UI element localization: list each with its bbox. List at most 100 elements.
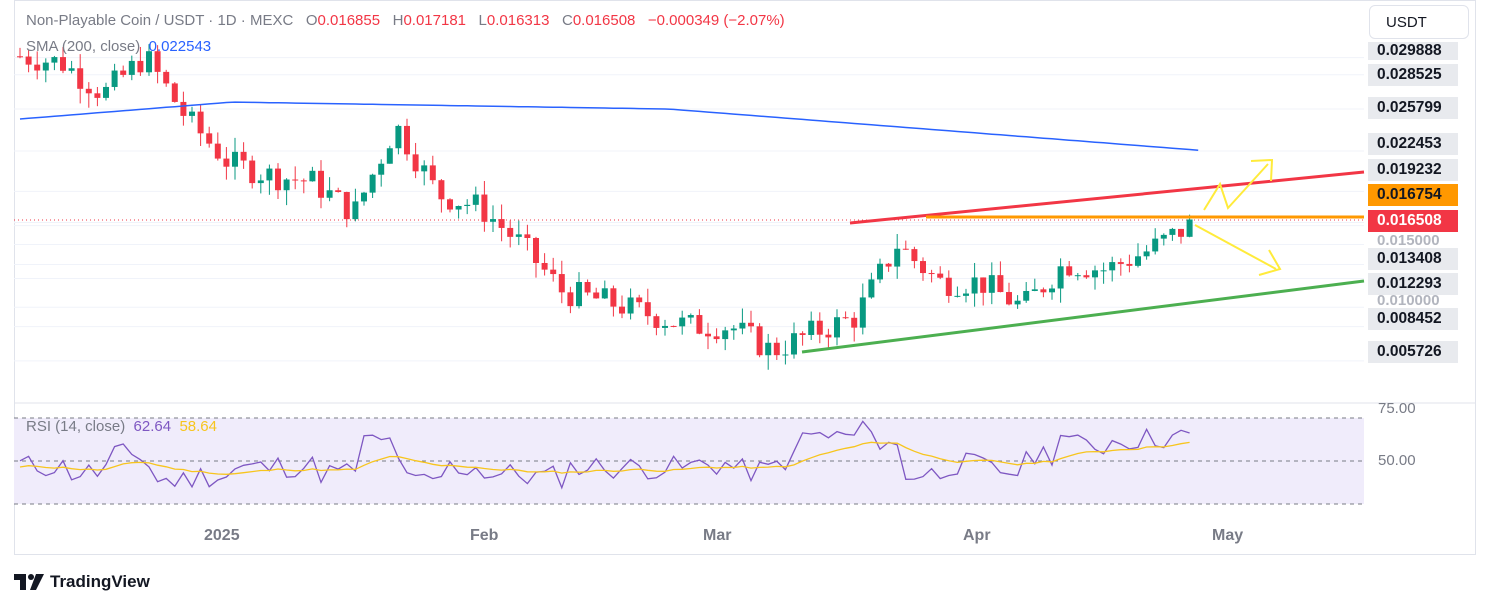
candle-body — [266, 168, 273, 181]
candle-body — [240, 151, 247, 161]
candle — [653, 313, 660, 336]
candle-body — [859, 297, 866, 328]
candle — [232, 137, 238, 180]
candle-body — [885, 263, 892, 267]
candle — [1160, 233, 1167, 246]
candle — [1117, 258, 1124, 276]
bullish-projection-arrow — [1203, 163, 1269, 211]
candle-body — [481, 194, 488, 222]
candle-body — [954, 295, 961, 297]
candle-body — [1109, 262, 1116, 271]
candle — [885, 262, 892, 272]
candle — [498, 204, 505, 242]
candle — [206, 126, 213, 148]
rsi-label: RSI (14, close) — [26, 418, 126, 435]
axis-tick: 0.010000 — [1377, 292, 1440, 309]
candle-body — [877, 263, 883, 280]
candle — [808, 311, 815, 341]
candle-body — [1057, 266, 1064, 289]
candle-body — [1049, 288, 1055, 293]
candle-body — [610, 288, 617, 307]
candle — [963, 288, 969, 303]
candle-body — [533, 237, 539, 263]
candle-body — [541, 262, 548, 270]
rsi-legend[interactable]: RSI (14, close) 62.64 58.64 — [26, 418, 217, 435]
candle — [533, 236, 539, 278]
sma-200-line — [19, 101, 1199, 151]
candle — [834, 309, 840, 346]
candle — [1066, 260, 1073, 277]
candle — [945, 270, 952, 303]
candle-body — [756, 326, 763, 356]
candle — [447, 198, 453, 213]
candle-body — [257, 180, 264, 184]
price-tag: 0.019232 — [1368, 159, 1458, 181]
candle-body — [782, 354, 789, 356]
candle-body — [197, 111, 204, 134]
last-price-tag: 0.016508 — [1368, 210, 1458, 232]
candle — [894, 234, 901, 279]
sma-legend[interactable]: SMA (200, close) 0.022543 — [26, 38, 211, 55]
candle-body — [808, 320, 815, 335]
candle — [94, 87, 101, 107]
candle — [825, 328, 832, 350]
tradingview-logo[interactable]: TradingView — [14, 572, 150, 592]
candle-body — [249, 160, 256, 184]
rsi-value: 62.64 — [133, 418, 172, 435]
candle-body — [584, 282, 591, 293]
candle — [877, 258, 883, 284]
candle — [120, 65, 127, 78]
candle-body — [1083, 275, 1090, 278]
resistance-trendline — [849, 170, 1365, 225]
high-label: H — [392, 12, 404, 29]
candle-body — [1006, 292, 1012, 305]
candle-body — [378, 163, 385, 175]
candle-body — [636, 297, 643, 303]
candle-body — [42, 62, 49, 71]
symbol-legend: Non-Playable Coin / USDT · 1D · MEXC O0.… — [26, 12, 785, 29]
candle-body — [214, 143, 221, 159]
candle-body — [68, 68, 75, 71]
candle — [507, 220, 514, 248]
candle-body — [206, 133, 213, 144]
candle-body — [51, 57, 58, 63]
candle — [756, 323, 763, 358]
candle-body — [171, 83, 178, 102]
price-tag: 0.005726 — [1368, 341, 1458, 363]
candle-body — [1152, 238, 1159, 252]
candle-body — [395, 125, 402, 149]
candle — [662, 319, 668, 336]
candle — [851, 312, 858, 342]
candle — [146, 44, 152, 76]
candle — [111, 63, 118, 91]
candle-body — [1169, 228, 1176, 235]
candle — [1169, 227, 1176, 241]
candle-body — [1040, 289, 1047, 293]
currency-button[interactable]: USDT — [1369, 5, 1469, 39]
rsi-axis-75: 75.00 — [1378, 400, 1416, 417]
candle — [696, 309, 703, 335]
candle-body — [937, 273, 944, 278]
candle — [464, 199, 471, 215]
candle-body — [77, 68, 84, 89]
candle-body — [232, 151, 238, 167]
candle-body — [696, 315, 703, 334]
price-tag: 0.008452 — [1368, 308, 1458, 330]
candle — [257, 174, 264, 194]
candle-body — [576, 282, 582, 307]
candle — [765, 333, 772, 370]
symbol-pair[interactable]: Non-Playable Coin / USDT · 1D · MEXC — [26, 12, 294, 29]
candle — [455, 205, 462, 219]
candle — [1152, 228, 1159, 255]
candle-body — [567, 292, 574, 307]
candle — [980, 277, 987, 306]
candle — [722, 326, 729, 351]
candle — [816, 312, 823, 344]
open-label: O — [305, 12, 318, 29]
candle-body — [1066, 266, 1073, 276]
candle-body — [558, 274, 565, 293]
x-label-mar: Mar — [703, 527, 732, 544]
candle-body — [1014, 300, 1021, 305]
close-label: C — [561, 12, 573, 29]
